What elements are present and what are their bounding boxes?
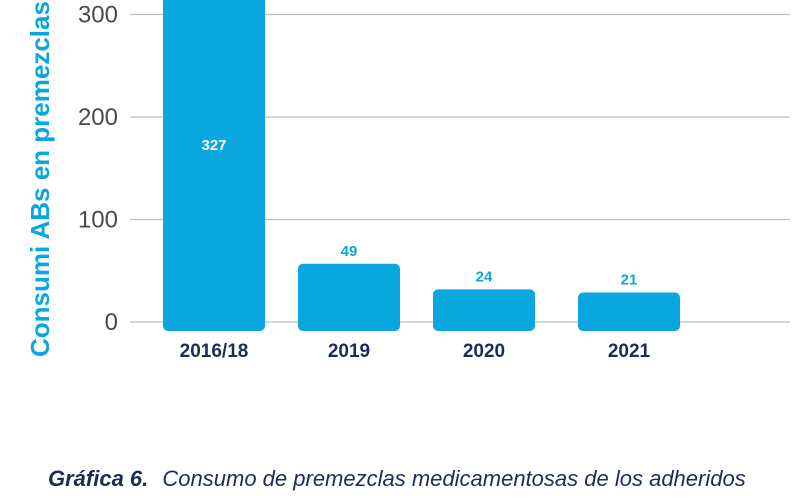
y-tick-label-0: 0: [105, 309, 118, 336]
y-tick-label-100: 100: [78, 207, 118, 234]
y-tick-label-300: 300: [78, 2, 118, 29]
value-labels: 327 49 24 21: [201, 137, 637, 288]
bar-2016/18: [163, 0, 265, 331]
value-label-2016/18: 327: [201, 137, 226, 154]
category-label-2019: 2019: [328, 341, 370, 362]
figure-caption: Gráfica 6. Consumo de premezclas medicam…: [48, 466, 788, 492]
caption-number: Gráfica 6.: [48, 466, 149, 491]
value-label-2019: 49: [341, 243, 358, 260]
bar-chart: 0 100 200 300 327 49 24 21 2016/18 2019 2020 2021…: [25, 0, 790, 362]
category-label-2021: 2021: [608, 341, 651, 362]
bar-2019: [298, 263, 400, 331]
value-label-2020: 24: [476, 268, 493, 285]
category-label-2020: 2020: [463, 341, 505, 362]
category-labels: 2016/18 2019 2020 2021: [180, 341, 651, 362]
y-axis-ticks: 0 100 200 300: [78, 2, 118, 337]
bar-2021: [578, 292, 680, 331]
y-tick-label-200: 200: [78, 104, 118, 131]
value-label-2021: 21: [621, 271, 638, 288]
bars: [163, 0, 680, 331]
caption-text: Consumo de premezclas medicamentosas de …: [162, 466, 746, 491]
bar-2020: [433, 289, 535, 331]
y-axis-label: Consumi ABs en premezclas (mg: [25, 0, 55, 357]
category-label-2016/18: 2016/18: [180, 341, 249, 362]
